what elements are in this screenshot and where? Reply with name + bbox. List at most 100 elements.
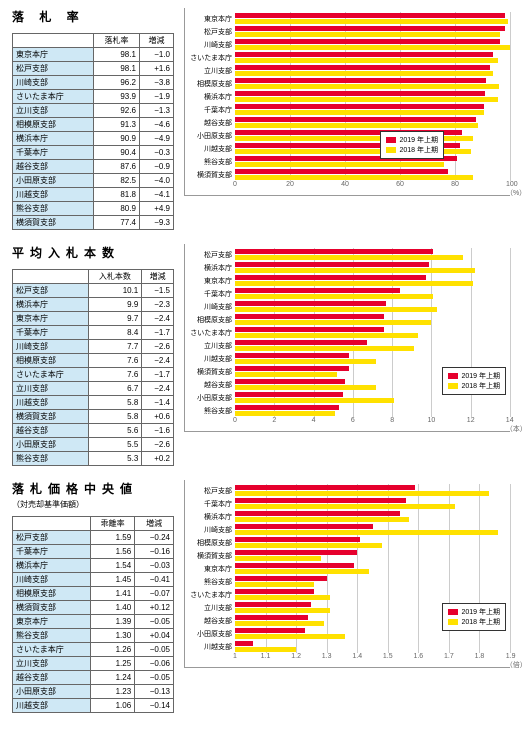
category-label: 熊谷支部 [185, 406, 235, 416]
row-label: 川越支部 [13, 699, 91, 713]
table-row: 立川支部6.7−2.4 [13, 382, 174, 396]
tick-label: 1.4 [352, 653, 362, 660]
category-label: 川崎支部 [185, 525, 235, 535]
table-row: 熊谷支部80.9+4.9 [13, 202, 174, 216]
col-header: 落札率 [94, 34, 140, 48]
title: 落札価格中央値 [12, 480, 174, 497]
row-value: +0.6 [142, 410, 174, 424]
chart-row: さいたま本庁 [185, 588, 510, 601]
table-row: 千葉本庁90.4−0.3 [13, 146, 174, 160]
bar-2019 [235, 78, 486, 83]
row-label: 横須賀支部 [13, 216, 94, 230]
row-value: 7.7 [88, 340, 142, 354]
category-label: 小田原支部 [185, 629, 235, 639]
row-value: −0.07 [135, 587, 174, 601]
row-value: −1.4 [142, 396, 174, 410]
bar-2018 [235, 530, 498, 535]
row-label: 川越支部 [13, 396, 89, 410]
bar-2018 [235, 71, 493, 76]
bar-2018 [235, 621, 324, 626]
chart-row: 松戸支部 [185, 25, 510, 38]
row-value: 90.9 [94, 132, 140, 146]
bar-2018 [235, 19, 508, 24]
row-value: 98.1 [94, 62, 140, 76]
row-value: 77.4 [94, 216, 140, 230]
tick-label: 1.8 [475, 653, 485, 660]
row-label: 相模原支部 [13, 587, 91, 601]
category-label: 小田原支部 [185, 393, 235, 403]
table-row: 相模原支部1.41−0.07 [13, 587, 174, 601]
category-label: 小田原支部 [185, 131, 235, 141]
chart-row: 千葉本庁 [185, 287, 510, 300]
row-label: 松戸支部 [13, 62, 94, 76]
legend-label: 2018 年上期 [399, 145, 438, 155]
row-value: −4.1 [139, 188, 173, 202]
chart-row: 川越支部 [185, 640, 510, 653]
row-label: 東京本庁 [13, 615, 91, 629]
row-label: 熊谷支部 [13, 452, 89, 466]
swatch-red [386, 137, 396, 143]
chart-row: 越谷支部 [185, 116, 510, 129]
row-value: −1.7 [142, 368, 174, 382]
bar-2019 [235, 366, 349, 371]
bar-2019 [235, 26, 505, 31]
table-row: 東京本庁1.39−0.05 [13, 615, 174, 629]
row-value: +0.2 [142, 452, 174, 466]
row-value: −2.6 [142, 340, 174, 354]
row-value: 82.5 [94, 174, 140, 188]
row-label: 立川支部 [13, 657, 91, 671]
bar-2019 [235, 511, 400, 516]
table-row: 横浜本庁1.54−0.03 [13, 559, 174, 573]
row-value: 5.6 [88, 424, 142, 438]
data-table: 乖離率増減松戸支部1.59−0.24千葉本庁1.56−0.16横浜本庁1.54−… [12, 516, 174, 713]
bar-2019 [235, 628, 305, 633]
row-value: −1.7 [142, 326, 174, 340]
bar-2018 [235, 45, 510, 50]
row-value: 1.26 [91, 643, 135, 657]
row-value: −4.0 [139, 174, 173, 188]
row-value: 90.4 [94, 146, 140, 160]
tick-label: 1.7 [444, 653, 454, 660]
row-label: 越谷支部 [13, 160, 94, 174]
bar-2019 [235, 353, 349, 358]
chart-row: 松戸支部 [185, 484, 510, 497]
table-row: 小田原支部82.5−4.0 [13, 174, 174, 188]
bar-2018 [235, 333, 418, 338]
subtitle: （対売却基準価額） [12, 499, 174, 510]
row-label: 東京本庁 [13, 48, 94, 62]
table-row: 川越支部81.8−4.1 [13, 188, 174, 202]
col-header: 増減 [142, 270, 174, 284]
row-label: 千葉本庁 [13, 146, 94, 160]
bar-2019 [235, 392, 343, 397]
tick-label: 10 [428, 417, 436, 424]
row-label: さいたま本庁 [13, 90, 94, 104]
row-label: 横須賀支部 [13, 410, 89, 424]
category-label: 川崎支部 [185, 40, 235, 50]
col-header [13, 517, 91, 531]
row-value: 1.39 [91, 615, 135, 629]
bar-2018 [235, 504, 455, 509]
tick-label: 12 [467, 417, 475, 424]
row-value: −1.6 [142, 424, 174, 438]
table-row: 越谷支部1.24−0.05 [13, 671, 174, 685]
legend-label: 2019 年上期 [399, 135, 438, 145]
bar-2019 [235, 485, 415, 490]
bar-2018 [235, 595, 330, 600]
bar-2019 [235, 327, 384, 332]
table-row: 東京本庁9.7−2.4 [13, 312, 174, 326]
chart-row: さいたま本庁 [185, 51, 510, 64]
chart-row: 横浜本庁 [185, 510, 510, 523]
table-row: 松戸支部10.1−1.5 [13, 284, 174, 298]
category-label: 熊谷支部 [185, 157, 235, 167]
row-value: −1.3 [139, 104, 173, 118]
chart-row: 千葉本庁 [185, 103, 510, 116]
bar-chart: 東京本庁松戸支部川崎支部さいたま本庁立川支部相模原支部横浜本庁千葉本庁越谷支部小… [184, 8, 510, 196]
row-label: 千葉本庁 [13, 545, 91, 559]
table-row: 熊谷支部5.3+0.2 [13, 452, 174, 466]
bar-2018 [235, 385, 376, 390]
category-label: 越谷支部 [185, 380, 235, 390]
bar-2018 [235, 359, 376, 364]
title: 平均入札本数 [12, 244, 174, 261]
row-value: 1.23 [91, 685, 135, 699]
table-row: 小田原支部5.5−2.6 [13, 438, 174, 452]
